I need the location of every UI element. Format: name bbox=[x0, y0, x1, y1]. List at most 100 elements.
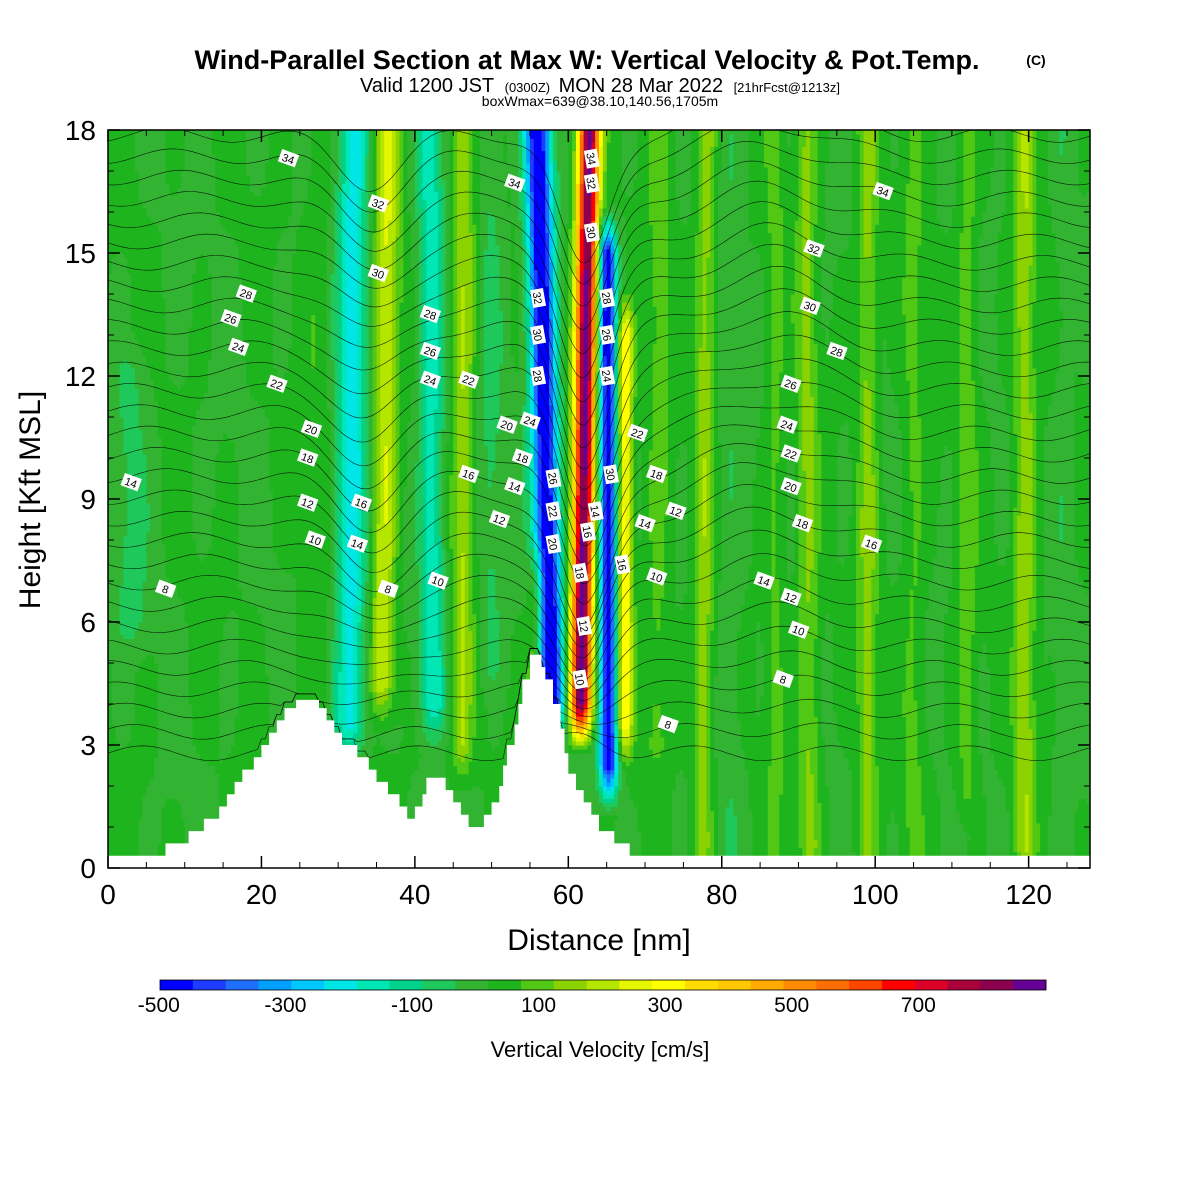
w-cell bbox=[729, 798, 734, 865]
theta-contour bbox=[108, 160, 1090, 330]
w-cell bbox=[602, 248, 608, 311]
w-cell bbox=[813, 343, 819, 639]
x-tick-label: 40 bbox=[399, 879, 430, 910]
w-cell bbox=[203, 392, 209, 557]
contour-label-box bbox=[576, 616, 593, 637]
w-cell bbox=[917, 417, 922, 541]
w-cell bbox=[798, 130, 803, 849]
w-cell bbox=[388, 687, 393, 709]
w-cell bbox=[1005, 548, 1011, 812]
w-cell bbox=[257, 613, 263, 812]
w-cell bbox=[560, 130, 566, 385]
w-cell bbox=[951, 130, 957, 209]
w-cell bbox=[180, 171, 186, 385]
theta-contour bbox=[108, 288, 1090, 470]
w-cell bbox=[587, 740, 592, 746]
w-cell bbox=[138, 818, 144, 868]
w-cell bbox=[196, 408, 201, 557]
w-cell bbox=[982, 400, 988, 644]
w-cell bbox=[756, 716, 761, 868]
w-cell bbox=[867, 388, 872, 861]
w-cell bbox=[307, 130, 312, 176]
w-cell bbox=[848, 453, 853, 516]
w-cell bbox=[610, 253, 615, 734]
w-cell bbox=[368, 130, 374, 529]
w-cell bbox=[698, 130, 704, 348]
w-cell bbox=[142, 453, 147, 582]
contour-label: 10 bbox=[787, 620, 810, 639]
contour-label: 30 bbox=[583, 222, 600, 243]
w-cell bbox=[629, 724, 635, 746]
contour-label-box bbox=[220, 308, 242, 328]
w-cell bbox=[591, 130, 596, 143]
w-cell bbox=[656, 630, 661, 705]
w-cell bbox=[330, 273, 335, 361]
w-cell bbox=[418, 753, 424, 758]
contour-label: 18 bbox=[511, 448, 534, 467]
w-cell bbox=[917, 130, 922, 246]
w-cell bbox=[529, 531, 535, 549]
w-cell bbox=[1032, 130, 1037, 303]
w-cell bbox=[226, 232, 232, 439]
w-cell bbox=[587, 572, 592, 623]
w-cell bbox=[599, 289, 604, 480]
w-cell bbox=[1005, 412, 1011, 549]
w-cell bbox=[917, 540, 922, 767]
w-cell bbox=[230, 441, 236, 611]
w-cell bbox=[376, 523, 381, 693]
contour-label-text: 18 bbox=[648, 468, 664, 483]
contour-label-text: 32 bbox=[583, 176, 597, 190]
w-cell bbox=[894, 130, 899, 168]
w-cell bbox=[161, 544, 167, 808]
w-cell bbox=[207, 273, 213, 361]
w-cell bbox=[844, 421, 849, 557]
contour-label: 10 bbox=[645, 567, 668, 586]
w-cell bbox=[169, 195, 174, 381]
w-cell bbox=[529, 548, 535, 570]
w-cell bbox=[740, 749, 746, 868]
w-cell bbox=[971, 380, 976, 635]
w-cell bbox=[280, 568, 286, 779]
w-cell bbox=[1036, 822, 1041, 853]
w-cell bbox=[706, 831, 711, 849]
w-cell bbox=[150, 654, 155, 779]
w-cell bbox=[963, 798, 968, 832]
w-cell bbox=[618, 740, 623, 754]
w-cell bbox=[495, 130, 500, 246]
w-cell bbox=[253, 400, 259, 607]
contour-label-text: 16 bbox=[353, 496, 369, 511]
w-cell bbox=[318, 130, 324, 762]
w-cell bbox=[583, 269, 589, 475]
w-cell bbox=[599, 248, 604, 291]
w-cell bbox=[990, 753, 995, 868]
w-cell bbox=[434, 408, 439, 545]
w-cell bbox=[802, 130, 807, 147]
w-cell bbox=[806, 130, 811, 603]
colorbar-swatch bbox=[914, 980, 948, 990]
w-cell bbox=[226, 437, 232, 615]
w-cell bbox=[341, 736, 347, 750]
w-cell bbox=[955, 130, 961, 812]
w-cell bbox=[391, 130, 397, 242]
w-cell bbox=[184, 622, 190, 868]
w-cell bbox=[522, 404, 527, 533]
contour-label: 8 bbox=[154, 579, 177, 598]
contour-label-box bbox=[772, 669, 794, 689]
colorbar-swatch bbox=[685, 980, 719, 990]
w-cell bbox=[234, 462, 240, 615]
w-cell bbox=[890, 130, 895, 172]
w-cell bbox=[994, 130, 999, 295]
w-cell bbox=[399, 302, 404, 726]
w-cell bbox=[928, 130, 934, 582]
w-cell bbox=[368, 691, 374, 721]
w-cell bbox=[687, 130, 692, 217]
w-cell bbox=[583, 704, 589, 709]
w-cell bbox=[169, 798, 174, 868]
y-tick-label: 15 bbox=[65, 238, 96, 269]
w-cell bbox=[372, 232, 378, 598]
w-cell bbox=[932, 556, 938, 771]
w-cell bbox=[902, 691, 907, 717]
w-cell bbox=[338, 130, 343, 193]
w-cell bbox=[618, 433, 623, 500]
w-cell bbox=[871, 130, 876, 193]
